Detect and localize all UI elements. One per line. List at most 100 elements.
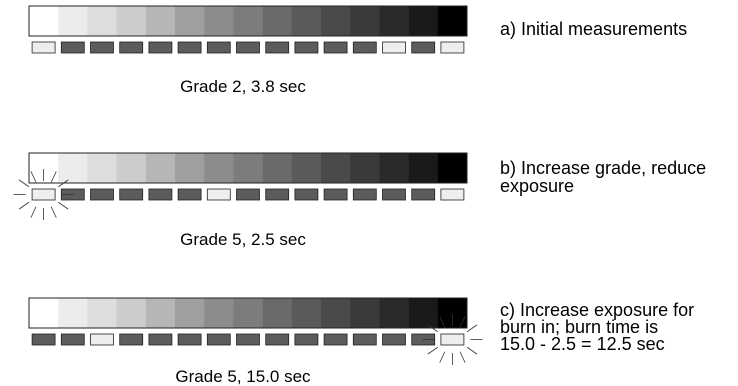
indicator-lit — [31, 41, 56, 54]
wedge-border — [28, 297, 468, 329]
wedge-step — [58, 153, 88, 183]
indicator-dark — [60, 333, 85, 346]
indicator-dark — [119, 41, 144, 54]
panel-a-description: a) Initial measurements — [500, 19, 687, 39]
indicator-dark — [382, 188, 406, 201]
panel-c-description-line: c) Increase exposure for — [500, 300, 694, 320]
indicator-dark — [177, 188, 202, 201]
wedge-step — [58, 298, 88, 328]
wedge-step — [87, 153, 117, 183]
indicator-dark — [60, 41, 85, 54]
wedge-step — [437, 153, 468, 183]
wedge-step — [145, 6, 176, 36]
indicator-dark — [294, 333, 319, 346]
highlight-burst-b — [13, 169, 74, 220]
burst-ray — [427, 324, 438, 333]
burst-ray — [459, 351, 466, 363]
wedge-step — [145, 298, 176, 328]
panel-a-caption: Grade 2, 3.8 sec — [180, 77, 306, 96]
burst-ray — [30, 206, 37, 218]
indicator-lit — [440, 41, 465, 54]
wedge-step — [437, 6, 468, 36]
indicator-lit — [31, 188, 56, 201]
burst-ray — [58, 201, 69, 210]
indicator-dark — [206, 333, 231, 346]
wedge-step — [116, 153, 147, 183]
indicator-dark — [119, 188, 144, 201]
wedge-step — [87, 6, 117, 36]
burst-ray — [466, 346, 478, 355]
indicator-dark — [90, 41, 114, 54]
panel-b-description-line: b) Increase grade, reduce — [500, 158, 706, 178]
burst-ray — [439, 351, 446, 363]
wedge-step — [291, 153, 322, 183]
wedge-step — [204, 153, 234, 183]
wedge-step — [204, 298, 234, 328]
wedge-step — [262, 153, 293, 183]
wedge-step — [204, 6, 234, 36]
panel-c-description-line: 15.0 - 2.5 = 12.5 sec — [500, 334, 665, 354]
indicator-dark — [90, 188, 114, 201]
indicator-dark — [265, 41, 290, 54]
indicator-lit — [206, 188, 231, 201]
wedge-step — [350, 6, 380, 36]
burst-ray — [50, 206, 57, 218]
burst-ray — [466, 324, 478, 333]
indicator-dark — [352, 41, 377, 54]
step-wedge-a — [28, 5, 468, 37]
indicator-dark — [323, 188, 348, 201]
step-wedge-c — [28, 297, 468, 329]
panel-c-description-line: burn in; burn time is — [500, 317, 658, 337]
wedge-step — [321, 298, 351, 328]
wedge-step — [291, 6, 322, 36]
wedge-step — [175, 6, 205, 36]
wedge-step — [233, 298, 263, 328]
indicator-dark — [294, 41, 319, 54]
indicator-row-c — [31, 333, 465, 346]
indicator-dark — [323, 41, 348, 54]
wedge-step — [175, 298, 205, 328]
wedge-step — [29, 298, 59, 328]
indicator-dark — [206, 41, 231, 54]
indicator-dark — [177, 333, 202, 346]
burst-ray — [459, 316, 466, 328]
indicator-dark — [148, 188, 173, 201]
indicator-dark — [236, 41, 260, 54]
burst-ray — [18, 201, 30, 210]
panel-c: Grade 5, 15.0 sec c) Increase exposure f… — [28, 297, 699, 386]
wedge-step — [29, 6, 59, 36]
wedge-step — [262, 298, 293, 328]
indicator-lit — [440, 188, 465, 201]
burst-ray — [18, 179, 30, 188]
panel-c-caption: Grade 5, 15.0 sec — [175, 367, 311, 386]
burst-ray — [58, 179, 69, 188]
wedge-step — [408, 298, 439, 328]
indicator-dark — [382, 333, 406, 346]
indicator-dark — [265, 333, 290, 346]
step-wedge-b — [28, 152, 468, 184]
burst-ray — [427, 346, 438, 355]
indicator-row-b — [31, 188, 465, 201]
indicator-row-a — [31, 41, 465, 54]
indicator-dark — [119, 333, 144, 346]
burst-ray — [30, 171, 37, 183]
panel-c-description: c) Increase exposure for burn in; burn t… — [500, 300, 699, 354]
indicator-dark — [352, 188, 377, 201]
wedge-step — [116, 6, 147, 36]
wedge-step — [58, 6, 88, 36]
wedge-step — [408, 6, 439, 36]
indicator-dark — [31, 333, 56, 346]
indicator-dark — [323, 333, 348, 346]
indicator-dark — [177, 41, 202, 54]
wedge-step — [321, 6, 351, 36]
wedge-step — [291, 298, 322, 328]
panel-a-description-line: a) Initial measurements — [500, 19, 687, 39]
panel-b: Grade 5, 2.5 sec b) Increase grade, redu… — [13, 152, 711, 249]
indicator-dark — [352, 333, 377, 346]
burst-ray — [439, 316, 446, 328]
wedge-step — [379, 6, 409, 36]
wedge-step — [350, 298, 380, 328]
wedge-step — [379, 153, 409, 183]
panel-b-description: b) Increase grade, reduce exposure — [500, 158, 711, 196]
